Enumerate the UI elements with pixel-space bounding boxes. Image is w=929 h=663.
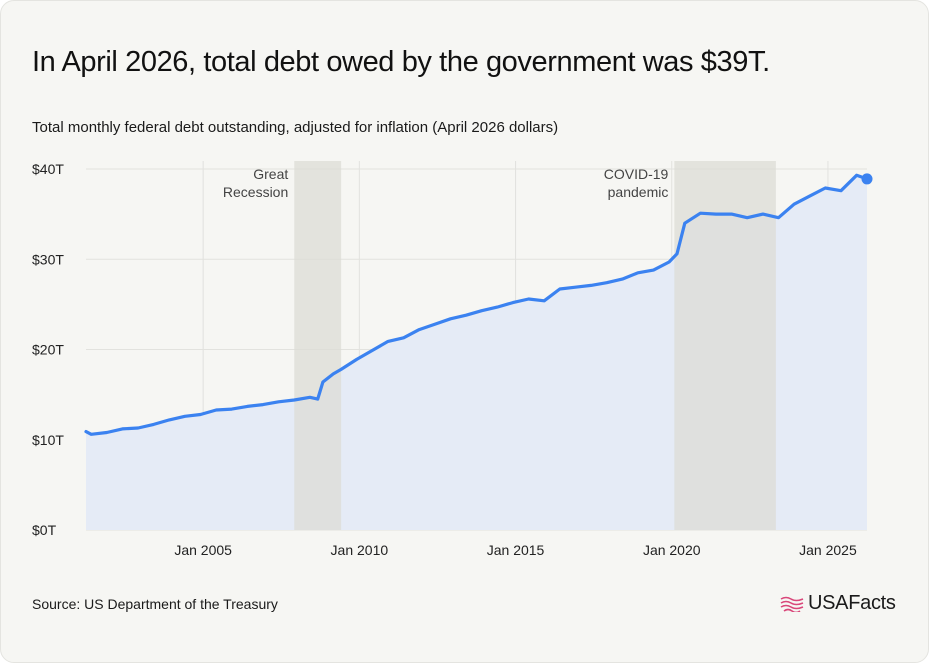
source-note: Source: US Department of the Treasury [32, 596, 278, 612]
y-tick-label: $10T [32, 432, 64, 448]
x-tick-label: Jan 2005 [174, 542, 232, 558]
y-tick-label: $40T [32, 161, 64, 177]
y-tick-label: $20T [32, 342, 64, 358]
band-label: pandemic [608, 184, 669, 200]
x-tick-label: Jan 2020 [643, 542, 701, 558]
band-label: Great [253, 166, 288, 182]
x-tick-label: Jan 2025 [799, 542, 857, 558]
chart-title: In April 2026, total debt owed by the go… [32, 46, 770, 78]
x-tick-label: Jan 2010 [331, 542, 389, 558]
band-label: COVID-19 [604, 166, 669, 182]
x-tick-label: Jan 2015 [487, 542, 545, 558]
chart-area [86, 175, 867, 531]
recession-bands: Great Recession COVID-19 pandemic [223, 161, 776, 530]
y-tick-label: $30T [32, 251, 64, 267]
debt-line [84, 173, 869, 436]
chart-subtitle: Total monthly federal debt outstanding, … [32, 119, 559, 136]
y-tick-label: $0T [32, 522, 57, 538]
flag-icon [780, 596, 804, 612]
brand-name: USAFacts [808, 592, 896, 614]
band-covid-pandemic [674, 161, 776, 530]
brand-logo: USAFacts [780, 592, 896, 615]
band-label: Recession [223, 184, 288, 200]
debt-area [86, 175, 867, 531]
chart-axes: $0T $10T $20T $30T $40T Jan 2005 Jan 2010 Jan 2… [32, 161, 873, 558]
end-point-marker [861, 173, 873, 185]
band-great-recession [294, 161, 342, 530]
